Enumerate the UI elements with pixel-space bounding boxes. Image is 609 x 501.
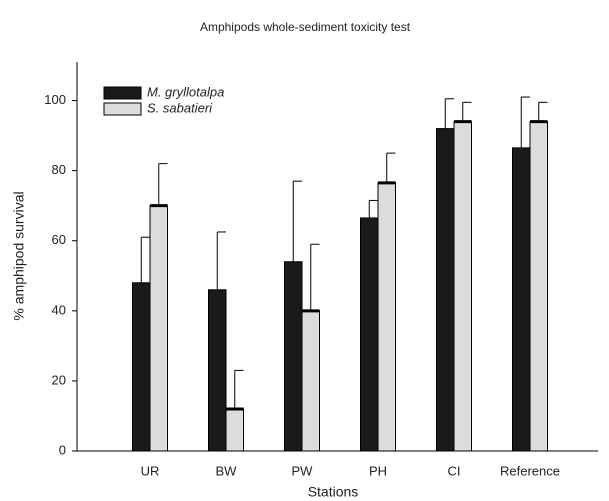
bar (225, 408, 244, 452)
x-tick-label: CI (448, 463, 461, 478)
legend-swatch (103, 86, 142, 100)
x-tick-label: Reference (500, 463, 560, 478)
bar (132, 282, 151, 452)
x-tick-label: PW (292, 463, 314, 478)
y-tick-label: 40 (52, 302, 66, 317)
y-axis-label: % amphipod survival (11, 191, 27, 320)
bar (529, 121, 548, 452)
x-axis-label: Stations (308, 484, 359, 500)
legend-label: M. gryllotalpa (147, 84, 224, 99)
x-tick-label: BW (216, 463, 238, 478)
bar (512, 147, 531, 452)
bar (377, 182, 396, 452)
x-tick-label: PH (369, 463, 387, 478)
y-tick-label: 0 (59, 442, 66, 457)
y-tick-label: 60 (52, 232, 66, 247)
bar (453, 121, 472, 452)
legend-swatch (103, 102, 142, 116)
bar (436, 128, 455, 452)
bar (208, 289, 227, 452)
legend-label: S. sabatieri (147, 100, 213, 115)
y-tick-label: 20 (52, 372, 66, 387)
bar (360, 217, 379, 452)
y-tick-label: 80 (52, 162, 66, 177)
bar (301, 310, 320, 452)
bar (284, 261, 303, 452)
bar (149, 205, 168, 452)
chart-title: Amphipods whole-sediment toxicity test (200, 20, 411, 34)
x-tick-label: UR (141, 463, 160, 478)
y-tick-label: 100 (44, 92, 66, 107)
